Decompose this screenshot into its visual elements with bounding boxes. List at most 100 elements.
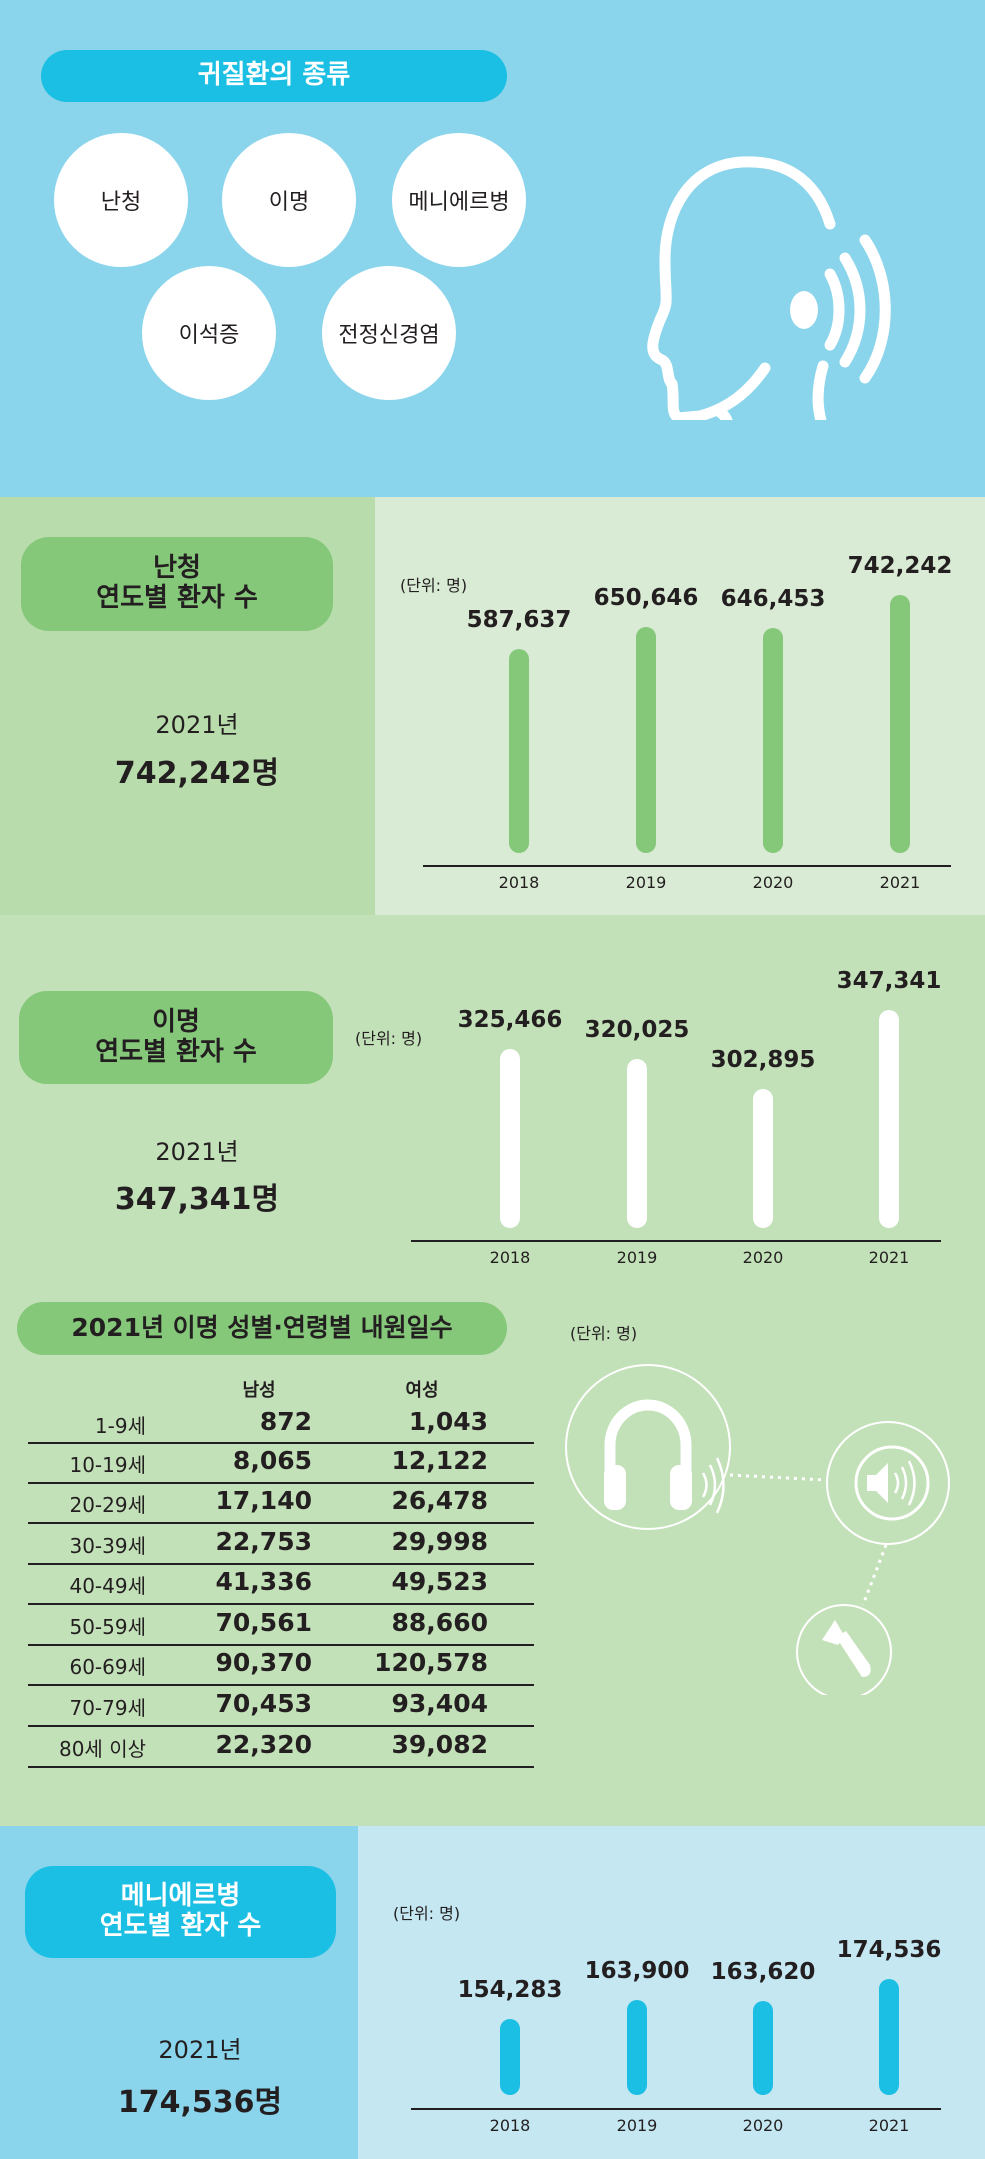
row-female: 120,578 [374,1648,488,1677]
row-female: 93,404 [391,1688,488,1718]
x-tick-label: 2021 [868,1248,910,1267]
header-male: 남성 [242,1380,276,1401]
x-tick-label: 2021 [868,2116,910,2135]
meniere-title: 메니에르병 연도별 환자 수 [25,1866,336,1958]
type-otolithiasis: 이석증 [142,266,276,400]
bar-value-label: 650,646 [593,584,699,611]
types-title: 귀질환의 종류 [41,50,507,102]
bar-2020 [763,628,783,853]
type-tinnitus: 이명 [222,133,356,267]
row-age: 1-9세 [94,1414,146,1438]
x-tick-label: 2019 [616,1248,658,1267]
type-vestibular-neuritis: 전정신경염 [322,266,456,400]
table-row-divider [28,1725,534,1727]
table-row-divider [28,1766,534,1768]
hearing-loss-unit: (단위: 명) [400,576,468,595]
hammer-icon [796,1604,892,1695]
hearing-loss-title-line1: 난청 [153,553,201,584]
bar-value-label: 587,637 [466,606,572,633]
tinnitus-title-line1: 이명 [152,1006,200,1037]
type-meniere: 메니에르병 [392,133,526,267]
x-axis-line [423,865,951,867]
hearing-loss-year: 2021년 [155,711,239,739]
row-female: 26,478 [391,1486,488,1515]
tinnitus-year: 2021년 [155,1138,239,1166]
x-tick-label: 2018 [489,2116,531,2135]
table-row-divider [28,1603,534,1605]
tinnitus-unit: (단위: 명) [355,1029,423,1048]
row-female: 49,523 [391,1567,488,1596]
bar-value-label: 163,900 [584,1958,690,1984]
bar-value-label: 742,242 [847,553,953,579]
bar-2019 [627,2000,647,2095]
bar-2018 [509,648,529,853]
table-row-divider [28,1644,534,1646]
type-hearing-loss: 난청 [54,133,188,267]
bar-value-label: 174,536 [836,1937,942,1963]
row-male: 872 [259,1407,312,1436]
row-male: 17,140 [215,1486,312,1515]
row-age: 50-59세 [69,1614,146,1639]
row-male: 22,320 [215,1729,312,1759]
tinnitus-table-unit: (단위: 명) [570,1324,638,1343]
bar-value-label: 347,341 [836,968,942,994]
bar-value-label: 154,283 [457,1976,563,2003]
row-male: 90,370 [215,1648,312,1677]
row-female: 39,082 [391,1729,488,1759]
x-tick-label: 2018 [489,1248,531,1267]
tinnitus-total: 347,341명 [114,1182,280,1217]
bar-value-label: 163,620 [710,1958,816,1985]
bar-value-label: 320,025 [584,1016,690,1043]
tinnitus-title-line2: 연도별 환자 수 [95,1036,257,1067]
hearing-icons-illustration [565,1364,950,1695]
table-row-divider [28,1684,534,1686]
row-age: 60-69세 [69,1655,146,1679]
row-male: 70,453 [215,1688,312,1718]
row-female: 1,043 [408,1407,488,1436]
row-female: 12,122 [391,1446,488,1475]
hearing-loss-title: 난청 연도별 환자 수 [21,537,333,631]
hearing-loss-chart-panel [375,497,985,915]
bar-value-label: 646,453 [720,586,826,613]
bar-2019 [627,1058,647,1228]
row-male: 22,753 [215,1526,312,1556]
speaker-icon [826,1421,950,1545]
tinnitus-title: 이명 연도별 환자 수 [19,991,333,1084]
header-female: 여성 [405,1380,439,1401]
bar-value-label: 302,895 [710,1046,816,1073]
row-male: 41,336 [215,1567,312,1596]
bar-2020 [753,2000,773,2095]
row-male: 70,561 [215,1607,312,1637]
meniere-total: 174,536명 [117,2085,283,2120]
table-row-divider [28,1442,534,1444]
hearing-loss-total: 742,242명 [114,756,280,791]
head-listening-icon [647,156,891,420]
bar-2020 [753,1088,773,1228]
row-age: 30-39세 [69,1533,146,1558]
meniere-title-line2: 연도별 환자 수 [99,1911,262,1941]
table-row-divider [28,1522,534,1524]
headphones-icon [565,1364,731,1530]
bar-value-label: 325,466 [457,1006,563,1033]
row-age: 80세 이상 [58,1736,146,1761]
row-female: 88,660 [391,1607,488,1637]
meniere-title-line1: 메니에르병 [120,1881,241,1912]
row-age: 70-79세 [69,1695,146,1720]
bar-2021 [879,1979,899,2095]
x-tick-label: 2019 [625,873,667,892]
x-tick-label: 2018 [498,873,540,892]
x-axis-line [411,2108,941,2110]
bar-2021 [890,595,910,853]
tinnitus-table-title: 2021년 이명 성별·연령별 내원일수 [17,1302,507,1355]
x-axis-line [411,1240,941,1242]
bar-2018 [500,2018,520,2095]
row-age: 10-19세 [69,1453,146,1477]
meniere-unit: (단위: 명) [393,1904,461,1923]
table-row-divider [28,1482,534,1484]
x-tick-label: 2020 [752,873,794,892]
row-male: 8,065 [232,1446,312,1475]
meniere-year: 2021년 [158,2036,242,2064]
bar-2021 [879,1010,899,1228]
x-tick-label: 2020 [742,2116,784,2135]
bar-2019 [636,626,656,853]
